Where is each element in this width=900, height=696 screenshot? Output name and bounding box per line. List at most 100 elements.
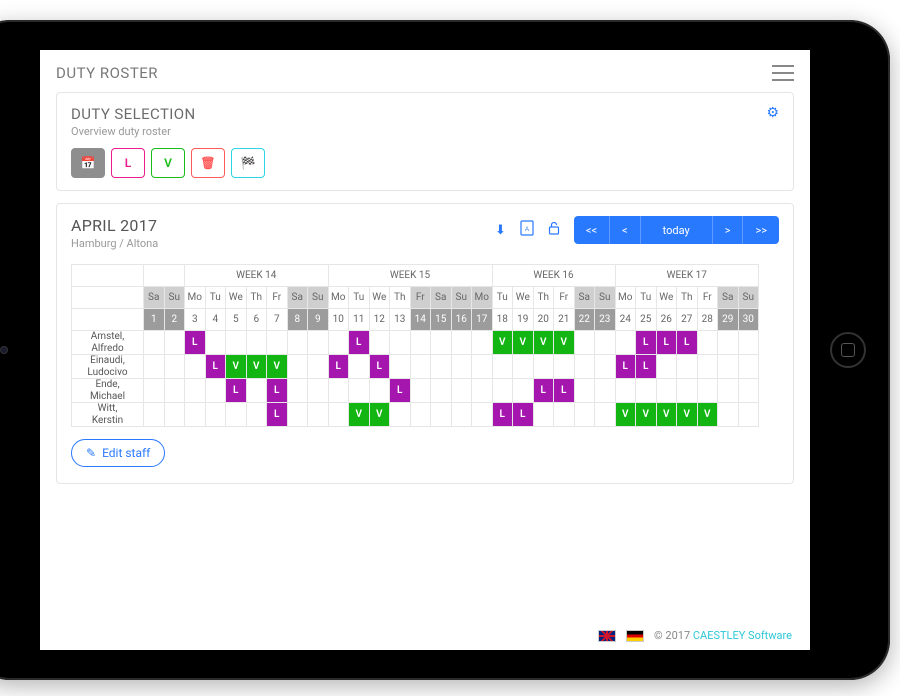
roster-cell[interactable] [615,331,636,355]
roster-cell[interactable] [574,331,595,355]
roster-cell[interactable] [328,331,349,355]
roster-cell[interactable] [410,355,431,379]
roster-cell[interactable] [226,403,247,427]
clear-button[interactable]: 🗑 [191,148,225,178]
roster-cell[interactable] [451,403,472,427]
roster-cell[interactable] [287,379,308,403]
roster-cell[interactable] [287,403,308,427]
roster-cell[interactable] [349,355,370,379]
roster-cell[interactable] [308,379,329,403]
gear-icon[interactable]: ⚙ [766,105,779,121]
roster-cell[interactable] [185,355,206,379]
nav-last-button[interactable]: >> [743,216,779,244]
roster-cell[interactable] [410,403,431,427]
roster-cell[interactable]: V [226,355,247,379]
roster-cell[interactable]: L [267,403,288,427]
roster-cell[interactable] [308,403,329,427]
roster-cell[interactable] [144,331,165,355]
roster-cell[interactable]: L [349,331,370,355]
roster-cell[interactable]: L [533,379,554,403]
roster-cell[interactable] [308,355,329,379]
roster-cell[interactable] [369,331,390,355]
roster-cell[interactable] [492,379,513,403]
roster-cell[interactable] [369,379,390,403]
roster-cell[interactable] [390,403,411,427]
roster-cell[interactable] [328,379,349,403]
roster-cell[interactable] [738,403,759,427]
roster-cell[interactable] [308,331,329,355]
roster-cell[interactable] [718,331,739,355]
flag-uk-icon[interactable] [598,630,616,642]
roster-cell[interactable] [677,355,698,379]
roster-cell[interactable] [431,379,452,403]
roster-cell[interactable] [431,403,452,427]
roster-cell[interactable] [164,403,185,427]
roster-cell[interactable] [431,355,452,379]
nav-next-button[interactable]: > [713,216,744,244]
roster-cell[interactable] [164,379,185,403]
roster-cell[interactable] [656,355,677,379]
roster-cell[interactable] [513,379,534,403]
roster-cell[interactable]: L [636,331,657,355]
roster-cell[interactable]: V [246,355,267,379]
edit-staff-button[interactable]: ✎ Edit staff [71,439,165,467]
dashboard-button[interactable]: 🏁 [231,148,265,178]
roster-cell[interactable] [574,403,595,427]
download-icon[interactable]: ⬇ [495,223,506,238]
roster-cell[interactable] [738,331,759,355]
roster-cell[interactable] [287,355,308,379]
roster-cell[interactable]: V [656,403,677,427]
roster-cell[interactable]: V [369,403,390,427]
roster-cell[interactable] [718,379,739,403]
roster-cell[interactable] [390,355,411,379]
roster-cell[interactable]: V [267,355,288,379]
roster-cell[interactable] [697,331,718,355]
roster-cell[interactable]: L [328,355,349,379]
roster-cell[interactable]: V [697,403,718,427]
roster-cell[interactable] [205,379,226,403]
roster-cell[interactable] [164,355,185,379]
unlock-icon[interactable] [548,221,560,239]
roster-cell[interactable] [185,403,206,427]
roster-cell[interactable] [205,331,226,355]
roster-cell[interactable] [390,331,411,355]
home-button[interactable] [830,332,866,368]
roster-cell[interactable] [410,331,431,355]
roster-cell[interactable] [533,355,554,379]
roster-cell[interactable]: L [492,403,513,427]
roster-cell[interactable] [636,379,657,403]
roster-cell[interactable] [738,379,759,403]
mark-v-button[interactable]: V [151,148,185,178]
roster-cell[interactable] [328,403,349,427]
roster-cell[interactable] [554,355,575,379]
roster-cell[interactable] [451,355,472,379]
roster-cell[interactable] [595,331,616,355]
roster-cell[interactable] [472,403,493,427]
roster-cell[interactable] [513,355,534,379]
roster-cell[interactable] [164,331,185,355]
roster-cell[interactable] [185,379,206,403]
mark-l-button[interactable]: L [111,148,145,178]
roster-cell[interactable] [554,403,575,427]
roster-cell[interactable] [144,355,165,379]
nav-today-button[interactable]: today [641,216,713,244]
roster-cell[interactable]: V [533,331,554,355]
roster-cell[interactable] [431,331,452,355]
roster-cell[interactable]: L [554,379,575,403]
roster-cell[interactable] [472,379,493,403]
roster-cell[interactable] [718,403,739,427]
company-link[interactable]: CAESTLEY Software [693,629,792,642]
roster-cell[interactable] [246,403,267,427]
roster-cell[interactable]: L [185,331,206,355]
roster-cell[interactable] [533,403,554,427]
roster-cell[interactable]: L [205,355,226,379]
roster-cell[interactable] [226,331,247,355]
roster-cell[interactable] [677,379,698,403]
roster-cell[interactable] [615,379,636,403]
nav-prev-button[interactable]: < [610,216,641,244]
menu-button[interactable] [772,65,794,81]
roster-cell[interactable] [492,355,513,379]
nav-first-button[interactable]: << [574,216,610,244]
roster-cell[interactable] [738,355,759,379]
roster-cell[interactable] [144,403,165,427]
